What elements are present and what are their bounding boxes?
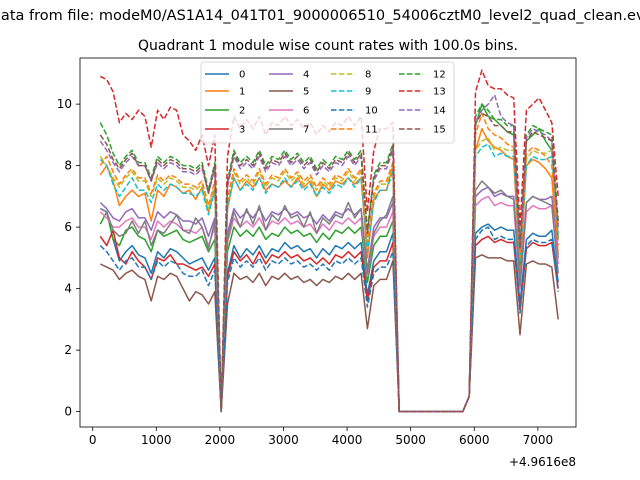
legend-label-3: 3 xyxy=(239,125,245,136)
legend-label-15: 15 xyxy=(433,125,446,136)
legend-label-12: 12 xyxy=(433,70,446,81)
y-tick-label: 10 xyxy=(57,97,72,111)
y-tick-label: 4 xyxy=(64,282,72,296)
x-tick-label: 5000 xyxy=(395,433,426,447)
x-axis-offset-label: +4.9616e8 xyxy=(509,455,576,469)
series-line-0 xyxy=(99,208,559,413)
chart-title: Quadrant 1 module wise count rates with … xyxy=(138,38,518,54)
x-tick-label: 3000 xyxy=(268,433,299,447)
legend-label-14: 14 xyxy=(433,106,446,117)
series-line-10 xyxy=(99,226,559,413)
series-line-3 xyxy=(99,229,559,413)
series-line-14 xyxy=(99,94,559,413)
x-tick-label: 6000 xyxy=(459,433,490,447)
x-tick-label: 2000 xyxy=(205,433,236,447)
legend-label-0: 0 xyxy=(239,70,245,81)
y-axis: 0 2 4 6 8 10 xyxy=(57,97,80,419)
series-line-7 xyxy=(99,180,559,413)
series-line-9 xyxy=(99,143,559,413)
legend-label-4: 4 xyxy=(303,70,309,81)
legend-label-2: 2 xyxy=(239,106,245,117)
legend-label-10: 10 xyxy=(365,106,378,117)
x-tick-label: 1000 xyxy=(141,433,172,447)
series-line-11 xyxy=(99,112,559,413)
x-axis: 0 1000 2000 3000 4000 5000 6000 7000 xyxy=(89,427,553,447)
legend-label-11: 11 xyxy=(365,125,378,136)
legend-label-7: 7 xyxy=(303,125,309,136)
x-tick-label: 0 xyxy=(89,433,97,447)
legend-label-5: 5 xyxy=(303,87,309,98)
legend-label-9: 9 xyxy=(365,87,371,98)
y-tick-label: 2 xyxy=(64,343,72,357)
series-group xyxy=(99,69,559,413)
plot-area-frame xyxy=(79,57,577,428)
series-line-15 xyxy=(99,112,559,413)
series-line-6 xyxy=(99,195,559,413)
x-tick-label: 4000 xyxy=(332,433,363,447)
series-line-8 xyxy=(99,137,559,413)
y-tick-label: 8 xyxy=(64,159,72,173)
x-tick-label: 7000 xyxy=(523,433,554,447)
y-tick-label: 0 xyxy=(64,405,72,419)
series-line-5 xyxy=(99,254,559,413)
figure-suptitle: Data from file: modeM0/AS1A14_041T01_900… xyxy=(0,8,640,24)
legend-label-13: 13 xyxy=(433,87,446,98)
series-line-12 xyxy=(99,103,559,413)
legend-label-6: 6 xyxy=(303,106,309,117)
y-tick-label: 6 xyxy=(64,220,72,234)
legend-box xyxy=(200,61,455,144)
legend-label-8: 8 xyxy=(365,70,371,81)
legend-label-1: 1 xyxy=(239,87,245,98)
